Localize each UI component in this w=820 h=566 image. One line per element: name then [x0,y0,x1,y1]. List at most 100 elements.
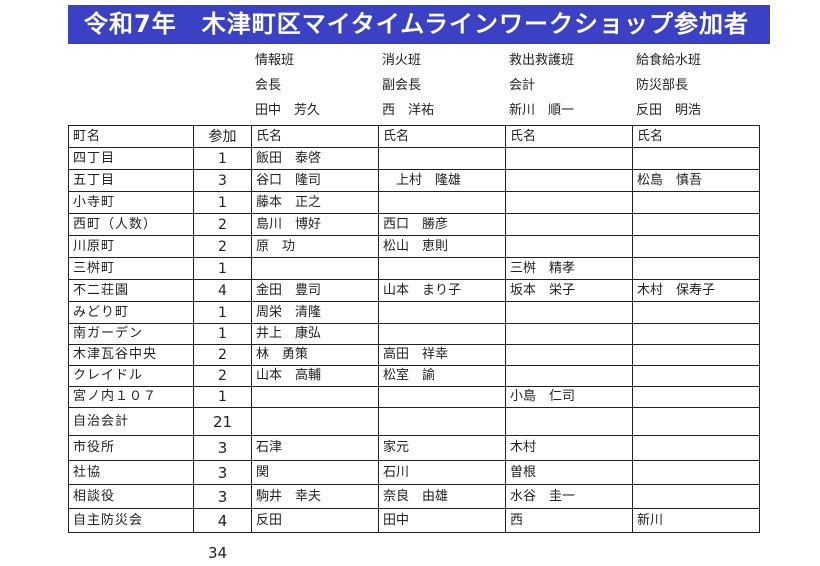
name-cell [632,235,760,258]
name-cell [632,257,760,280]
name-cell [378,301,506,324]
table-row: 三桝町 1 三桝 精孝 [68,257,760,280]
name-cell [632,323,760,345]
town-cell: 町名 [68,125,194,148]
team-leader: 新川 順一 [509,103,575,118]
name-cell: 島川 博好 [251,213,379,236]
name-cell: 家元 [378,435,506,461]
team-role: 副会長 [382,78,422,93]
name-cell: 周栄 清隆 [251,301,379,324]
name-cell [505,169,633,192]
table-row: 自治会計 21 [68,407,760,436]
town-cell: 社協 [68,460,194,485]
name-cell [505,407,633,436]
name-cell [505,344,633,366]
name-cell [251,386,379,408]
name-cell [632,365,760,387]
name-cell [632,407,760,436]
name-cell: 山本 まり子 [378,279,506,302]
count-cell: 1 [193,191,252,214]
count-cell: 3 [193,169,252,192]
town-cell: 自治会計 [68,407,194,436]
table-row: 南ガーデン 1 井上 康弘 [68,323,760,345]
name-cell: 山本 高輔 [251,365,379,387]
table-row: 小寺町 1 藤本 正之 [68,191,760,214]
town-cell: 小寺町 [68,191,194,214]
count-cell: 4 [193,279,252,302]
team-role: 会計 [509,78,536,93]
table-row: 四丁目 1 飯田 泰啓 [68,147,760,170]
name-cell: 氏名 [505,125,633,148]
table-row: 不二荘園 4 金田 豊司 山本 まり子 坂本 栄子 木村 保寿子 [68,279,760,302]
count-cell: 2 [193,365,252,387]
table-row: クレイドル 2 山本 高輔 松室 諭 [68,365,760,387]
name-cell: 林 勇策 [251,344,379,366]
name-cell [251,257,379,280]
name-cell: 松山 恵則 [378,235,506,258]
table-row: 相談役 3 駒井 幸夫 奈良 由雄 水谷 圭一 [68,484,760,509]
table-row: 自主防災会 4 反田 田中西新川 [68,508,760,533]
name-cell: 関 [251,460,379,485]
team-rescue: 救出救護班 会計 新川 順一 [509,53,574,119]
name-cell: 谷口 隆司 [251,169,379,192]
town-cell: クレイドル [68,365,194,387]
name-cell: 西 [505,508,633,533]
name-cell [632,460,760,485]
team-role: 防災部長 [636,78,689,93]
count-cell: 参加 [193,125,252,148]
name-cell [632,484,760,509]
table-row: 五丁目 3 谷口 隆司 上村 隆雄 松島 慎吾 [68,169,760,192]
name-cell: 曽根 [505,460,633,485]
count-cell: 1 [193,147,252,170]
participants-table: 町名 参加 氏名 氏名 氏名 氏名 四丁目 1 飯田 泰啓 五丁目 3 谷口 隆司 上村 隆雄 松島 慎… [68,125,760,533]
town-cell: 相談役 [68,484,194,509]
count-cell: 2 [193,213,252,236]
count-cell: 3 [193,460,252,485]
town-cell: みどり町 [68,301,194,324]
table-row: 木津瓦谷中央 2 林 勇策 高田 祥幸 [68,344,760,366]
team-food: 給食給水班 防災部長 反田 明浩 [636,53,701,119]
team-leader: 反田 明浩 [636,103,702,118]
team-info: 情報班 会長 田中 芳久 [255,53,320,119]
town-cell: 五丁目 [68,169,194,192]
name-cell: 新川 [632,508,760,533]
name-cell [378,386,506,408]
name-cell: 西口 勝彦 [378,213,506,236]
team-role: 会長 [255,78,282,93]
name-cell [251,407,379,436]
name-cell [505,301,633,324]
town-cell: 市役所 [68,435,194,461]
name-cell [505,213,633,236]
table-row: 社協 3 関石川 曽根 [68,460,760,485]
name-cell: 氏名 [251,125,379,148]
team-name: 給食給水班 [636,53,702,68]
page-title: 令和7年 木津町区マイタイムラインワークショップ参加者 [68,5,770,44]
name-cell [378,257,506,280]
count-cell: 1 [193,257,252,280]
name-cell: 石津 [251,435,379,461]
name-cell [378,323,506,345]
name-cell: 駒井 幸夫 [251,484,379,509]
name-cell: 飯田 泰啓 [251,147,379,170]
name-cell [505,147,633,170]
name-cell [505,323,633,345]
count-cell: 3 [193,484,252,509]
team-leader: 西 洋祐 [382,103,435,118]
table-row: 市役所 3 石津 家元 木村 [68,435,760,461]
name-cell [632,213,760,236]
count-cell: 3 [193,435,252,461]
count-cell: 1 [193,386,252,408]
name-cell: 小島 仁司 [505,386,633,408]
name-cell: 原 功 [251,235,379,258]
team-name: 救出救護班 [509,53,575,68]
name-cell: 氏名 [378,125,506,148]
count-cell: 2 [193,344,252,366]
name-cell [505,235,633,258]
name-cell: 反田 [251,508,379,533]
table-row: 西町（人数） 2 島川 博好 西口 勝彦 [68,213,760,236]
town-cell: 宮ノ内１０７ [68,386,194,408]
name-cell: 坂本 栄子 [505,279,633,302]
name-cell [632,386,760,408]
name-cell: 奈良 由雄 [378,484,506,509]
town-cell: 木津瓦谷中央 [68,344,194,366]
